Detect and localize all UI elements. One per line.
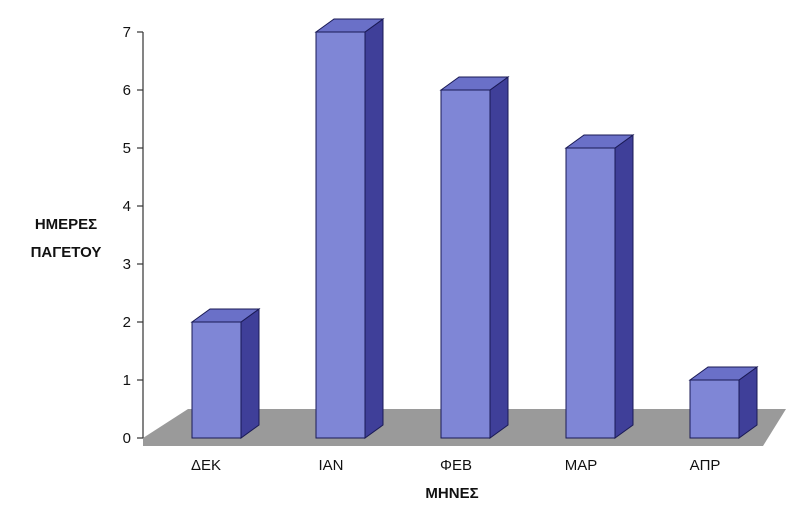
- x-category-label: ΑΠΡ: [690, 457, 721, 474]
- bar-front-face: [689, 379, 740, 439]
- y-tick-label: 4: [123, 198, 131, 215]
- y-tick-label: 2: [123, 314, 131, 331]
- bar: [688, 366, 759, 439]
- y-axis-title-line-2: ΠΑΓΕΤΟΥ: [31, 244, 102, 261]
- x-category-label: ΙΑΝ: [318, 457, 343, 474]
- bar: [564, 134, 635, 439]
- bar-front-face: [315, 31, 366, 439]
- x-category-label: ΦΕΒ: [440, 457, 472, 474]
- y-tick-label: 3: [123, 256, 131, 273]
- x-axis-title: ΜΗΝΕΣ: [425, 485, 478, 502]
- y-tick-label: 5: [123, 140, 131, 157]
- bar: [314, 18, 385, 439]
- x-axis-labels: ΔΕΚ ΙΑΝ ΦΕΒ ΜΑΡ ΑΠΡ: [191, 457, 720, 474]
- y-tick-label: 7: [123, 24, 131, 41]
- bar-front-face: [440, 89, 491, 439]
- y-axis: 0 1 2 3 4 5 6 7: [123, 24, 144, 447]
- bar-front-face: [565, 147, 616, 439]
- x-category-label: ΔΕΚ: [191, 457, 221, 474]
- y-tick-label: 1: [123, 372, 131, 389]
- bar-front-face: [191, 321, 242, 439]
- y-tick-label: 6: [123, 82, 131, 99]
- bar: [439, 76, 510, 439]
- bar-side-face: [364, 18, 384, 439]
- bar-side-face: [614, 134, 634, 439]
- bar-side-face: [489, 76, 509, 439]
- bars: [190, 18, 759, 439]
- y-tick-label: 0: [123, 430, 131, 447]
- bar: [190, 308, 261, 439]
- y-axis-title-line-1: ΗΜΕΡΕΣ: [35, 216, 97, 233]
- bar-side-face: [240, 308, 260, 439]
- x-category-label: ΜΑΡ: [565, 457, 598, 474]
